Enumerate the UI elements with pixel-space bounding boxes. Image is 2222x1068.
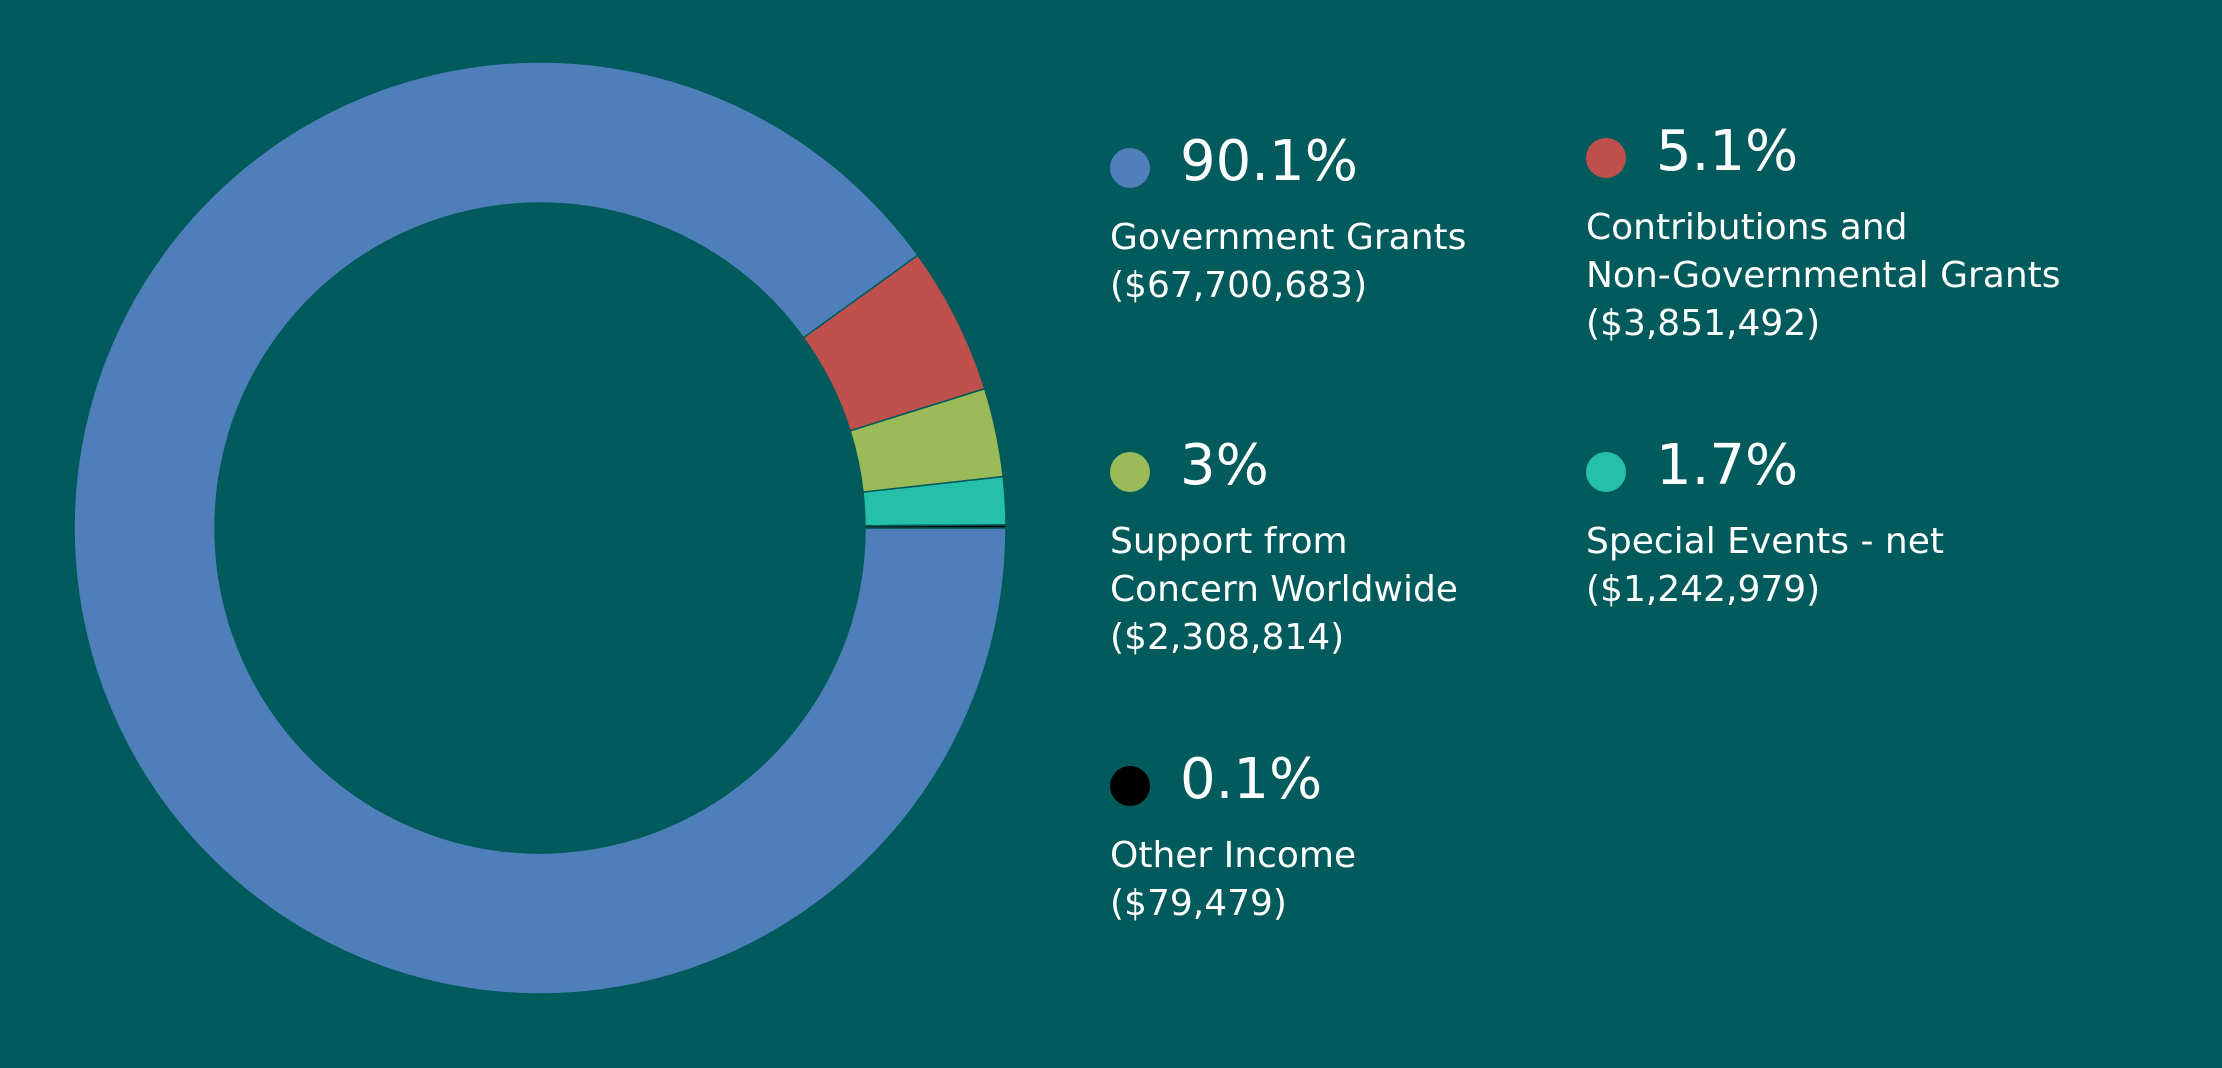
legend-label-contributions: Contributions and Non-Governmental Grant… <box>1586 204 2061 348</box>
legend-label-line: ($1,242,979) <box>1586 569 1821 610</box>
legend-label-other-income: Other Income ($79,479) <box>1110 832 1356 928</box>
legend-percent-contributions: 5.1% <box>1656 119 1799 184</box>
legend-label-line: Other Income <box>1110 835 1357 876</box>
legend-label-line: Support from <box>1110 521 1348 562</box>
donut-chart <box>73 61 1007 995</box>
legend-label-line: Non-Governmental Grants <box>1586 255 2061 296</box>
legend-percent-special-events: 1.7% <box>1656 433 1799 498</box>
donut-slice-government-grants <box>73 61 1007 995</box>
legend-label-line: ($67,700,683) <box>1110 265 1368 306</box>
donut-slice-other-income <box>864 524 1007 529</box>
legend-swatch-government-grants <box>1110 148 1150 188</box>
legend-item-special-events: 1.7% Special Events - net ($1,242,979) <box>1586 426 1944 614</box>
legend-label-line: ($2,308,814) <box>1110 617 1345 658</box>
legend-swatch-special-events <box>1586 452 1626 492</box>
legend-label-line: Contributions and <box>1586 207 1908 248</box>
legend-item-government-grants: 90.1% Government Grants ($67,700,683) <box>1110 122 1466 310</box>
legend-label-special-events: Special Events - net ($1,242,979) <box>1586 518 1944 614</box>
legend-label-government-grants: Government Grants ($67,700,683) <box>1110 214 1466 310</box>
legend-percent-other-income: 0.1% <box>1180 747 1323 812</box>
legend-swatch-contributions <box>1586 138 1626 178</box>
legend-label-line: ($79,479) <box>1110 883 1287 924</box>
legend-label-line: ($3,851,492) <box>1586 303 1821 344</box>
legend-percent-support-concern: 3% <box>1180 433 1269 498</box>
legend-label-support-concern: Support from Concern Worldwide ($2,308,8… <box>1110 518 1458 662</box>
legend-item-support-concern: 3% Support from Concern Worldwide ($2,30… <box>1110 426 1458 662</box>
legend-swatch-other-income <box>1110 766 1150 806</box>
legend-swatch-support-concern <box>1110 452 1150 492</box>
legend-item-contributions: 5.1% Contributions and Non-Governmental … <box>1586 112 2061 348</box>
legend-label-line: Government Grants <box>1110 217 1467 258</box>
legend-label-line: Concern Worldwide <box>1110 569 1458 610</box>
legend-label-line: Special Events - net <box>1586 521 1944 562</box>
legend-percent-government-grants: 90.1% <box>1180 129 1358 194</box>
legend-item-other-income: 0.1% Other Income ($79,479) <box>1110 740 1356 928</box>
